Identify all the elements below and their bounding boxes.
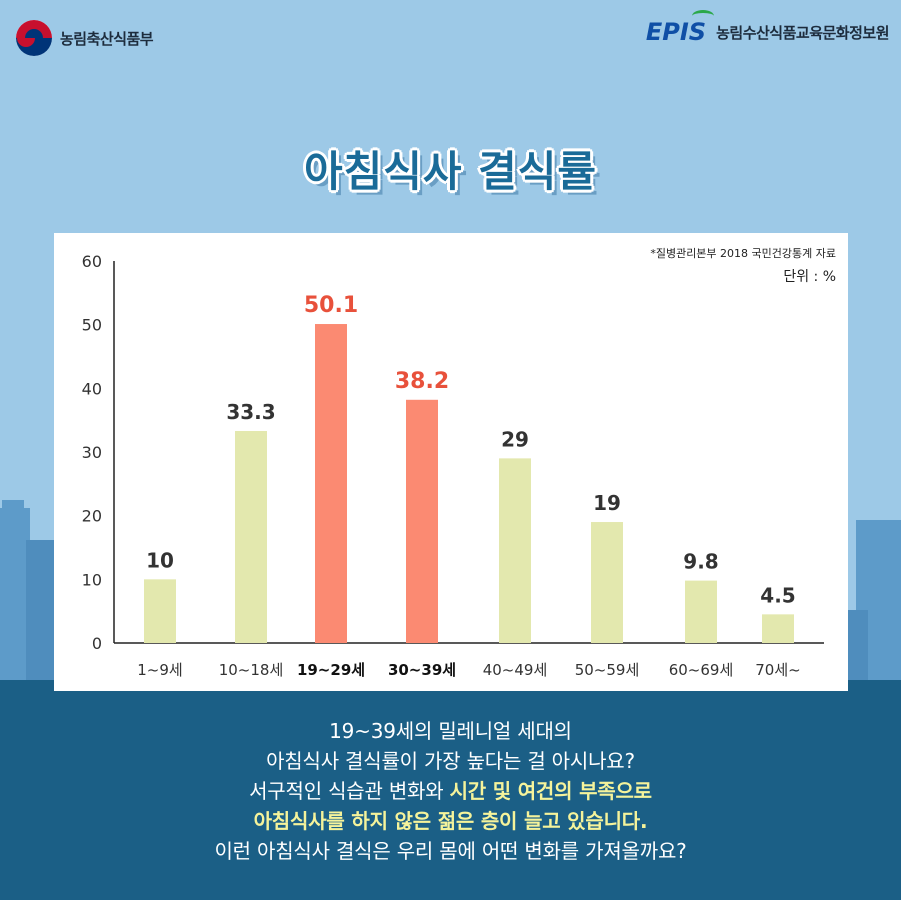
institute-name: 농림수산식품교육문화정보원 [716,23,889,42]
bar-value-label: 10 [146,548,174,572]
bar-value-label: 29 [501,427,529,451]
bar [315,324,347,643]
caption-line-1: 19~39세의 밀레니얼 세대의 [329,719,572,743]
bar [406,399,438,643]
x-tick-label: 60~69세 [669,661,734,679]
building-right-low [848,610,868,690]
y-tick-label: 0 [92,634,102,653]
source-note: *질병관리본부 2018 국민건강통계 자료 [650,247,836,260]
bar [762,614,794,643]
bar [144,579,176,643]
chart-card: 0 10 20 30 40 50 60 10 1~9세 33.3 10~18세 50.1 19~29세 3… [54,233,848,691]
x-tick-label: 40~49세 [483,661,548,679]
y-tick-label: 30 [82,443,102,462]
x-tick-label: 19~29세 [297,661,365,679]
x-tick-label: 50~59세 [575,661,640,679]
caption-line-4: 아침식사를 하지 않은 젊은 층이 늘고 있습니다. [253,809,648,833]
bar-value-label: 9.8 [683,550,718,574]
bar-value-label: 38.2 [395,369,449,394]
bar [685,580,717,643]
bar [591,522,623,643]
y-tick-label: 10 [82,570,102,589]
ground-background [0,680,901,900]
y-tick-label: 20 [82,507,102,526]
caption-line-3: 서구적인 식습관 변화와 시간 및 여건의 부족으로 [0,776,901,806]
y-tick-label: 40 [82,379,102,398]
building-left-top [2,500,24,510]
caption-line-3-plain: 서구적인 식습관 변화와 [249,779,450,803]
x-tick-label: 1~9세 [137,661,182,679]
x-tick-label: 10~18세 [219,661,284,679]
building-left [0,508,30,688]
x-tick-label: 70세~ [755,661,800,679]
bar-value-label: 33.3 [226,400,275,424]
epis-logo: EPIS [645,10,714,46]
caption-line-3-highlight: 시간 및 여건의 부족으로 [449,779,652,803]
x-tick-label: 30~39세 [388,661,456,679]
epis-arc-icon [691,10,714,22]
epis-logo-text: EPIS [645,18,707,46]
caption-line-5: 이런 아침식사 결식은 우리 몸에 어떤 변화를 가져올까요? [214,839,687,863]
building-left-tower [26,540,54,690]
government-emblem-icon [16,20,52,56]
bar-chart: 0 10 20 30 40 50 60 10 1~9세 33.3 10~18세 50.1 19~29세 3… [82,252,824,679]
bar-value-label: 50.1 [304,293,358,318]
caption-line-2: 아침식사 결식률이 가장 높다는 걸 아시나요? [266,749,635,773]
ministry-logo: 농림축산식품부 [16,20,154,56]
ministry-name: 농림축산식품부 [60,29,154,48]
bar [499,458,531,643]
institute-logo: EPIS 농림수산식품교육문화정보원 [645,10,889,46]
caption: 19~39세의 밀레니얼 세대의 아침식사 결식률이 가장 높다는 걸 아시나요… [0,716,901,866]
unit-label: 단위 : % [783,269,836,285]
y-tick-label: 60 [82,252,102,271]
bar [235,430,267,643]
y-tick-label: 50 [82,316,102,335]
bar-value-label: 19 [593,491,621,515]
page-title: 아침식사 결식률 [303,147,598,196]
bar-value-label: 4.5 [760,583,795,607]
